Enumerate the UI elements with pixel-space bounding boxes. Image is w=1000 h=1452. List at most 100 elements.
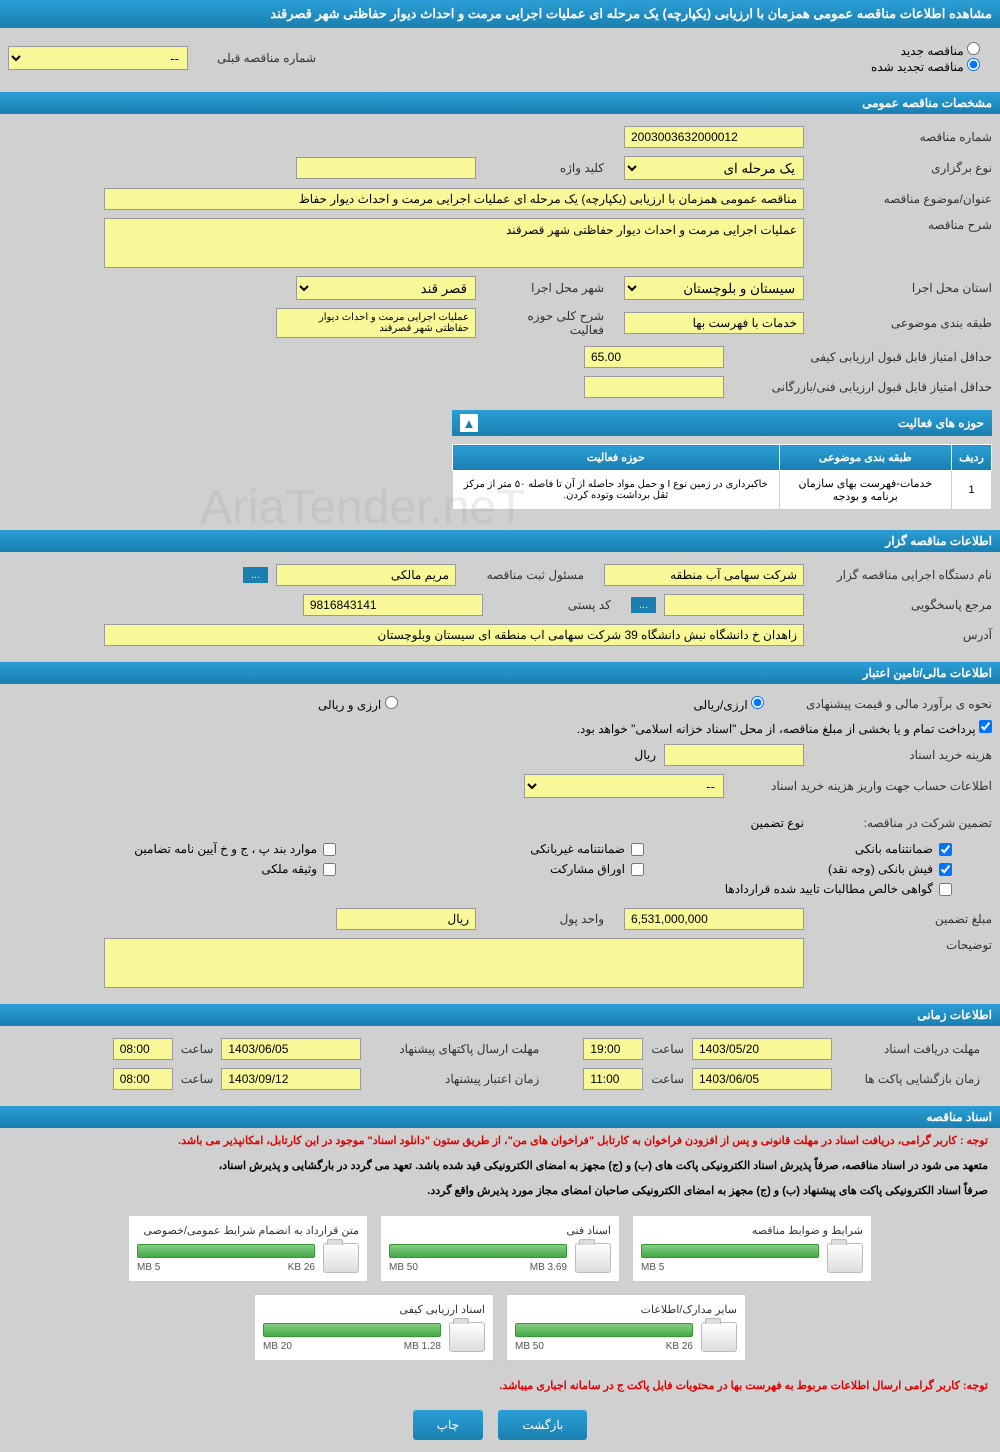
doc-fee-label: هزینه خرید اسناد <box>812 748 992 762</box>
province-select[interactable]: سیستان و بلوچستان <box>624 276 804 300</box>
folder-icon <box>449 1322 485 1352</box>
account-label: اطلاعات حساب جهت واریز هزینه خرید اسناد <box>732 779 992 793</box>
section-timing: اطلاعات زمانی <box>0 1004 1000 1026</box>
prev-number-select[interactable]: -- <box>8 46 188 70</box>
radio-new-tender[interactable]: مناقصه جدید <box>901 44 980 58</box>
cb-nonbank[interactable]: ضمانتنامه غیربانکی <box>356 842 644 856</box>
registrar-label: مسئول ثبت مناقصه <box>464 568 584 582</box>
proposal-deadline-date: 1403/06/05 <box>221 1038 361 1060</box>
notice-3: توجه: کاربر گرامی ارسال اطلاعات مربوط به… <box>0 1373 1000 1398</box>
activity-table: ردیف طبقه بندی موضوعی حوزه فعالیت 1 خدما… <box>452 444 992 510</box>
radio-foreign[interactable]: ارزی و ریالی <box>318 696 398 712</box>
description-label: شرح مناقصه <box>812 218 992 232</box>
file-box[interactable]: سایر مدارک/اطلاعات 26 KB 50 MB <box>506 1294 746 1361</box>
file-boxes-container: شرایط و ضوابط مناقصه 5 MB اسناد فنی 3.69… <box>0 1203 1000 1373</box>
validity-date: 1403/09/12 <box>221 1068 361 1090</box>
cb-bank[interactable]: ضمانتنامه بانکی <box>664 842 952 856</box>
time-label-1: ساعت <box>651 1042 684 1056</box>
file-title: سایر مدارک/اطلاعات <box>515 1303 737 1322</box>
print-button[interactable]: چاپ <box>413 1410 483 1440</box>
min-tech-label: حداقل امتیاز قابل قبول ارزیابی فنی/بازرگ… <box>732 380 992 394</box>
city-select[interactable]: قصر قند <box>296 276 476 300</box>
opening-label: زمان بازگشایی پاکت ها <box>840 1072 980 1086</box>
doc-deadline-date: 1403/05/20 <box>692 1038 832 1060</box>
guarantee-amount-input: 6,531,000,000 <box>624 908 804 930</box>
folder-icon <box>323 1243 359 1273</box>
time-label-4: ساعت <box>181 1072 214 1086</box>
cb-bonds[interactable]: موارد بند پ ، ج و خ آیین نامه تضامین <box>48 842 336 856</box>
file-total: 50 MB <box>515 1341 544 1352</box>
file-box[interactable]: اسناد ارزیابی کیفی 1.28 MB 20 MB <box>254 1294 494 1361</box>
file-total: 20 MB <box>263 1341 292 1352</box>
category-label: طبقه بندی موضوعی <box>812 316 992 330</box>
file-title: اسناد ارزیابی کیفی <box>263 1303 485 1322</box>
guarantee-type-label: نوع تضمین <box>751 816 804 830</box>
keyword-input[interactable] <box>296 157 476 179</box>
cb-cash[interactable]: فیش بانکی (وجه نقد) <box>664 862 952 876</box>
subject-label: عنوان/موضوع مناقصه <box>812 192 992 206</box>
notes-textarea[interactable] <box>104 938 804 988</box>
currency-unit-input: ریال <box>336 908 476 930</box>
account-select[interactable]: -- <box>524 774 724 798</box>
category-input[interactable]: خدمات با فهرست بها <box>624 312 804 334</box>
cb-property[interactable]: وثیقه ملکی <box>48 862 336 876</box>
notice-2a: متعهد می شود در اسناد مناقصه، صرفاً پذیر… <box>0 1153 1000 1178</box>
progress-bar <box>515 1323 693 1337</box>
radio-renewed-tender[interactable]: مناقصه تجدید شده <box>871 60 980 74</box>
section-general: مشخصات مناقصه عمومی <box>0 92 1000 114</box>
notice-1: توجه : کاربر گرامی، دریافت اسناد در مهلت… <box>0 1128 1000 1153</box>
subject-input[interactable]: مناقصه عمومی همزمان با ارزیابی (یکپارچه)… <box>104 188 804 210</box>
col-category: طبقه بندی موضوعی <box>779 445 951 471</box>
file-title: شرایط و ضوابط مناقصه <box>641 1224 863 1243</box>
progress-bar <box>641 1244 819 1258</box>
col-scope: حوزه فعالیت <box>453 445 780 471</box>
section-documents: اسناد مناقصه <box>0 1106 1000 1128</box>
description-textarea[interactable]: عملیات اجرایی مرمت و احداث دیوار حفاظتی … <box>104 218 804 268</box>
cb-participation[interactable]: اوراق مشارکت <box>356 862 644 876</box>
file-box[interactable]: شرایط و ضوابط مناقصه 5 MB <box>632 1215 872 1282</box>
treasury-checkbox[interactable]: پرداخت تمام و یا بخشی از مبلغ مناقصه، از… <box>577 720 992 736</box>
activity-table-header: حوزه های فعالیت ▲ <box>452 410 992 436</box>
folder-icon <box>575 1243 611 1273</box>
file-total: 5 MB <box>641 1262 664 1273</box>
doc-fee-input[interactable] <box>664 744 804 766</box>
time-label-2: ساعت <box>181 1042 214 1056</box>
table-row: 1 خدمات-فهرست بهای سازمان برنامه و بودجه… <box>453 471 992 510</box>
file-box[interactable]: اسناد فنی 3.69 MB 50 MB <box>380 1215 620 1282</box>
folder-icon <box>701 1322 737 1352</box>
validity-time: 08:00 <box>113 1068 173 1090</box>
activity-scope-input[interactable]: عملیات اجرایی مرمت و احداث دیوار حفاظتی … <box>276 308 476 338</box>
currency-unit-label: واحد پول <box>484 912 604 926</box>
file-box[interactable]: متن قرارداد به انضمام شرایط عمومی/خصوصی … <box>128 1215 368 1282</box>
min-quality-label: حداقل امتیاز قابل قبول ارزیابی کیفی <box>732 350 992 364</box>
city-label: شهر محل اجرا <box>484 281 604 295</box>
cb-certificate[interactable]: گواهی خالص مطالبات تایید شده قراردادها <box>664 882 952 896</box>
org-label: نام دستگاه اجرایی مناقصه گزار <box>812 568 992 582</box>
min-quality-input[interactable]: 65.00 <box>584 346 724 368</box>
page-title: مشاهده اطلاعات مناقصه عمومی همزمان با ار… <box>0 0 1000 28</box>
tender-number-label: شماره مناقصه <box>812 130 992 144</box>
doc-fee-unit: ریال <box>634 748 656 762</box>
registrar-more-button[interactable]: ... <box>243 567 268 583</box>
collapse-button[interactable]: ▲ <box>460 414 478 432</box>
progress-bar <box>263 1323 441 1337</box>
progress-bar <box>137 1244 315 1258</box>
prev-number-label: شماره مناقصه قبلی <box>196 51 316 65</box>
province-label: استان محل اجرا <box>812 281 992 295</box>
col-row: ردیف <box>952 445 992 471</box>
responder-input[interactable] <box>664 594 804 616</box>
registrar-input: مریم مالکی <box>276 564 456 586</box>
back-button[interactable]: بازگشت <box>498 1410 587 1440</box>
holding-type-select[interactable]: یک مرحله ای <box>624 156 804 180</box>
opening-date: 1403/06/05 <box>692 1068 832 1090</box>
file-used: 3.69 MB <box>530 1262 567 1273</box>
min-tech-input[interactable] <box>584 376 724 398</box>
tender-number: 2003003632000012 <box>624 126 804 148</box>
keyword-label: کلید واژه <box>484 161 604 175</box>
radio-rial[interactable]: ارزی/ریالی <box>694 696 764 712</box>
activity-scope-label: شرح کلی حوزه فعالیت <box>484 309 604 337</box>
responder-more-button[interactable]: ... <box>631 597 656 613</box>
address-label: آدرس <box>812 628 992 642</box>
file-total: 5 MB <box>137 1262 160 1273</box>
proposal-deadline-time: 08:00 <box>113 1038 173 1060</box>
